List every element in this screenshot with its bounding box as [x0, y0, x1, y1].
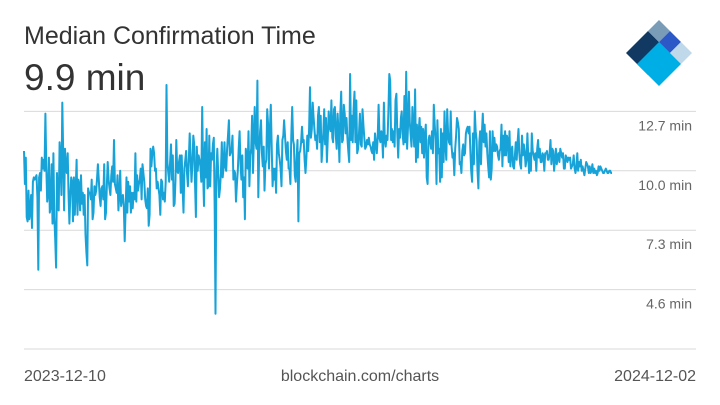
- y-tick-label: 7.3 min: [646, 236, 692, 252]
- y-tick-label: 4.6 min: [646, 296, 692, 312]
- blockchain-logo-icon: [626, 20, 692, 86]
- current-value: 9.9 min: [24, 57, 146, 98]
- start-date-label: 2023-12-10: [24, 368, 106, 385]
- y-tick-label: 12.7 min: [638, 117, 692, 133]
- end-date-label: 2024-12-02: [614, 368, 696, 385]
- chart-title: Median Confirmation Time: [24, 22, 316, 50]
- source-link[interactable]: blockchain.com/charts: [280, 368, 440, 385]
- logo-cyan-facet: [637, 42, 681, 86]
- y-axis-ticks: 12.7 min 10.0 min 7.3 min 4.6 min: [638, 117, 692, 311]
- y-tick-label: 10.0 min: [638, 177, 692, 193]
- series-line: [23, 70, 613, 315]
